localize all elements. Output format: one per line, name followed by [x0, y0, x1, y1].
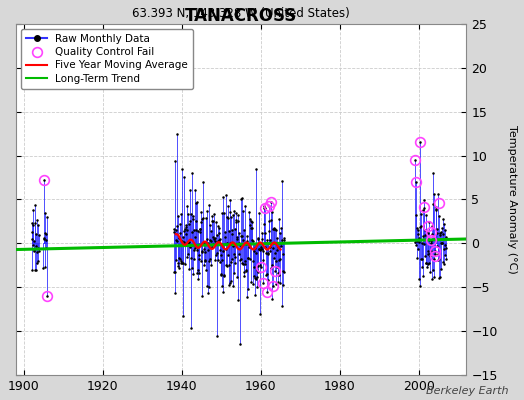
Text: 63.393 N, 143.328 W (United States): 63.393 N, 143.328 W (United States) — [132, 7, 350, 20]
Legend: Raw Monthly Data, Quality Control Fail, Five Year Moving Average, Long-Term Tren: Raw Monthly Data, Quality Control Fail, … — [21, 29, 193, 89]
Title: TANACROSS: TANACROSS — [185, 7, 297, 25]
Y-axis label: Temperature Anomaly (°C): Temperature Anomaly (°C) — [507, 125, 517, 274]
Text: Berkeley Earth: Berkeley Earth — [426, 386, 508, 396]
